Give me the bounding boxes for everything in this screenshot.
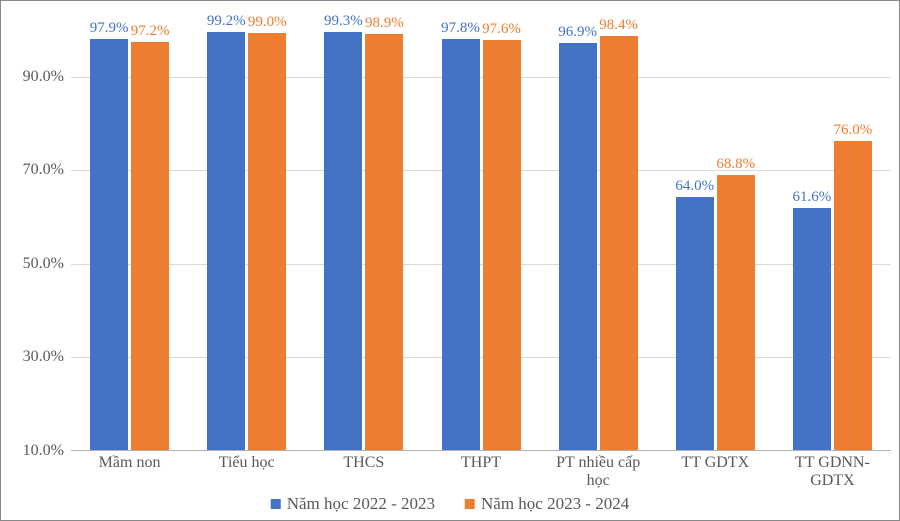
bar (600, 36, 638, 450)
legend-label-1: Năm học 2022 - 2023 (287, 494, 435, 514)
bar (793, 208, 831, 450)
gridline (71, 77, 891, 78)
y-axis-tick-label: 10.0% (4, 442, 64, 460)
bar (324, 32, 362, 450)
bar-value-label: 68.8% (706, 156, 766, 173)
bar-value-label: 76.0% (823, 122, 883, 139)
bar (207, 32, 245, 450)
y-axis-tick-label: 90.0% (4, 68, 64, 86)
category-label: Tiểu học (188, 454, 305, 472)
bar-value-label: 61.6% (782, 189, 842, 206)
bar (248, 33, 286, 450)
plot-area: 97.9%97.2%99.2%99.0%99.3%98.9%97.8%97.6%… (71, 11, 891, 451)
y-axis-tick-label: 30.0% (4, 348, 64, 366)
bar-value-label: 64.0% (665, 178, 725, 195)
bar (483, 40, 521, 450)
gridline (71, 170, 891, 171)
bar-value-label: 97.6% (472, 21, 532, 38)
chart-container: 97.9%97.2%99.2%99.0%99.3%98.9%97.8%97.6%… (0, 0, 900, 521)
gridline (71, 264, 891, 265)
gridline (71, 357, 891, 358)
bar (676, 197, 714, 450)
bar (559, 43, 597, 450)
legend-label-2: Năm học 2023 - 2024 (481, 494, 629, 514)
legend-item-series-1: Năm học 2022 - 2023 (271, 494, 435, 514)
category-label: THCS (305, 454, 422, 472)
bar (834, 141, 872, 450)
y-axis-tick-label: 70.0% (4, 161, 64, 179)
legend-item-series-2: Năm học 2023 - 2024 (465, 494, 629, 514)
legend-swatch-2 (465, 499, 475, 509)
category-label: TT GDNN-GDTX (774, 454, 891, 491)
bar-value-label: 97.2% (120, 23, 180, 40)
category-label: TT GDTX (657, 454, 774, 472)
bar (365, 34, 403, 450)
bar (717, 175, 755, 450)
category-label: PT nhiều cấphọc (540, 454, 657, 491)
bar-value-label: 99.0% (237, 14, 297, 31)
y-axis-tick-label: 50.0% (4, 255, 64, 273)
category-label: THPT (422, 454, 539, 472)
legend: Năm học 2022 - 2023 Năm học 2023 - 2024 (271, 494, 630, 514)
legend-swatch-1 (271, 499, 281, 509)
category-label: Mầm non (71, 454, 188, 472)
bar (442, 39, 480, 450)
bar-value-label: 98.9% (354, 15, 414, 32)
bar-value-label: 98.4% (589, 17, 649, 34)
bar (90, 39, 128, 450)
bar (131, 42, 169, 450)
